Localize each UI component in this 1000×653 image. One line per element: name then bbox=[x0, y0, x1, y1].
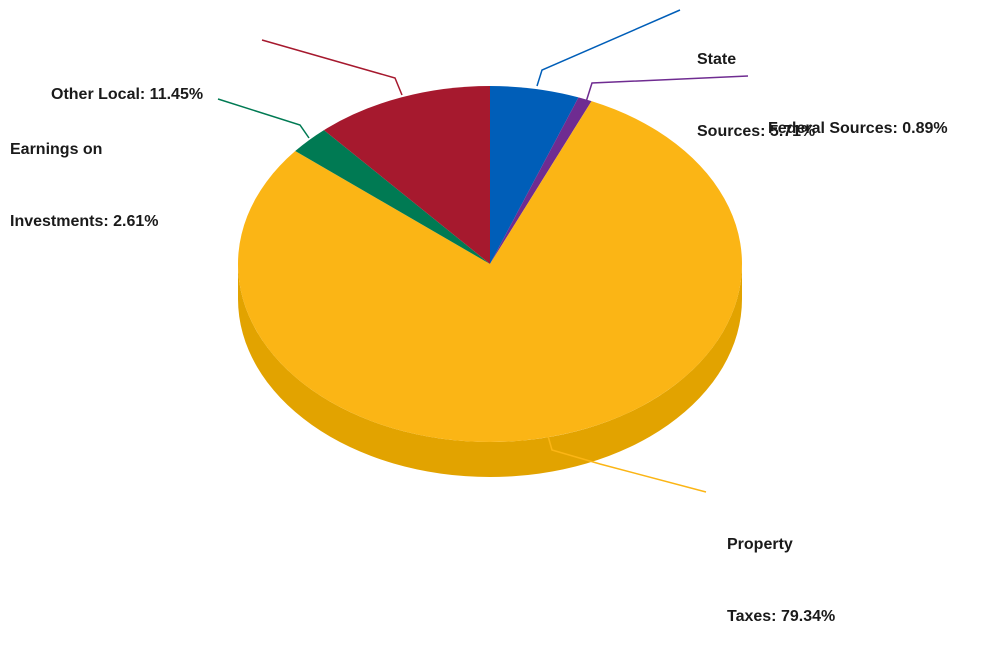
label-federal-sources: Federal Sources: 0.89% bbox=[768, 120, 948, 137]
label-earnings-on-investments: Earnings on Investments: 2.61% bbox=[10, 141, 159, 230]
pie-slice-2 bbox=[237, 101, 742, 443]
pie-slice-0 bbox=[490, 86, 579, 264]
leader-line-3 bbox=[217, 98, 310, 139]
leader-line-2 bbox=[547, 435, 707, 493]
label-other-local: Other Local: 11.45% bbox=[51, 86, 204, 103]
pie-slice-4 bbox=[323, 86, 490, 264]
pie-slice-3 bbox=[295, 130, 490, 264]
leader-line-0 bbox=[536, 9, 681, 87]
pie-slice-1 bbox=[490, 97, 592, 264]
leader-line-1 bbox=[585, 75, 749, 103]
leader-line-4 bbox=[261, 39, 403, 96]
label-property-taxes: Property Taxes: 79.34% bbox=[727, 536, 836, 625]
label-state-sources: State Sources: 5.71% bbox=[697, 51, 816, 140]
pie-side-wall bbox=[238, 264, 742, 477]
pie-chart bbox=[217, 9, 749, 493]
